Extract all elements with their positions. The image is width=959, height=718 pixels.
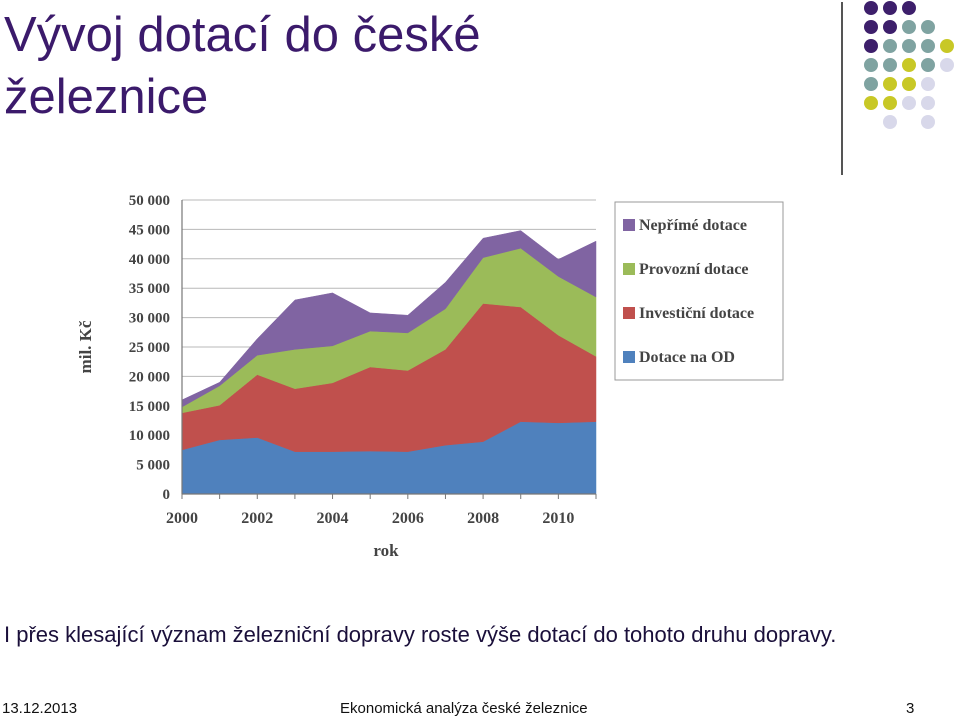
series-area [181, 230, 597, 408]
y-tick-label: 45 000 [129, 222, 170, 238]
legend-swatch [623, 351, 635, 363]
decorative-dot [902, 20, 916, 34]
y-axis-title: mil. Kč [76, 320, 95, 373]
footer-page-number: 3 [906, 700, 915, 717]
decorative-dot [902, 58, 916, 72]
legend-label: Dotace na OD [639, 349, 735, 366]
decorative-dot [921, 58, 935, 72]
decorative-dot [883, 115, 897, 129]
x-tick-label: 2008 [467, 510, 499, 527]
legend-label: Nepřímé dotace [639, 217, 747, 234]
y-tick-label: 5 000 [136, 458, 170, 474]
decorative-dot [883, 20, 897, 34]
y-tick-label: 25 000 [129, 340, 170, 356]
y-tick-label: 35 000 [129, 281, 170, 297]
y-tick-label: 0 [163, 487, 171, 503]
decorative-dot [921, 115, 935, 129]
legend-label: Provozní dotace [639, 261, 748, 278]
decorative-dot [902, 1, 916, 15]
y-tick-label: 15 000 [129, 399, 170, 415]
decorative-dot [864, 77, 878, 91]
x-axis-title: rok [373, 541, 399, 560]
decorative-dot-grid [864, 1, 954, 129]
title-divider-line [841, 2, 843, 175]
footer-title: Ekonomická analýza české železnice [340, 700, 588, 717]
decorative-dot [902, 96, 916, 110]
decorative-dot [883, 77, 897, 91]
decorative-dot [902, 39, 916, 53]
y-tick-label: 10 000 [129, 428, 170, 444]
y-tick-label: 50 000 [129, 193, 170, 209]
decorative-dot [883, 96, 897, 110]
decorative-dot [864, 39, 878, 53]
subsidy-area-chart: 0 5 000 10 000 15 000 20 000 25 000 30 000 35 0… [76, 193, 784, 560]
slide-caption: I přes klesající význam železniční dopra… [4, 622, 837, 647]
decorative-dot [921, 20, 935, 34]
x-tick-label: 2010 [542, 510, 574, 527]
x-tick-label: 2000 [166, 510, 198, 527]
slide-title: Vývoj dotací do české železnice [4, 8, 481, 124]
decorative-dot [864, 1, 878, 15]
decorative-dot [940, 39, 954, 53]
decorative-dot [864, 20, 878, 34]
legend-swatch [623, 307, 635, 319]
decorative-dot [921, 96, 935, 110]
legend-swatch [623, 219, 635, 231]
legend-box [614, 201, 784, 381]
decorative-dot [921, 39, 935, 53]
decorative-dot [864, 58, 878, 72]
decorative-dot [883, 1, 897, 15]
y-tick-label: 30 000 [129, 311, 170, 327]
y-tick-label: 20 000 [129, 369, 170, 385]
decorative-dot [883, 39, 897, 53]
legend-label: Investiční dotace [639, 305, 754, 322]
legend-swatch [623, 263, 635, 275]
decorative-dot [864, 96, 878, 110]
decorative-dot [921, 77, 935, 91]
decorative-dot [902, 77, 916, 91]
x-tick-label: 2004 [317, 510, 349, 527]
y-tick-label: 40 000 [129, 252, 170, 268]
x-tick-label: 2002 [241, 510, 273, 527]
footer-date: 13.12.2013 [2, 700, 78, 717]
x-tick-label: 2006 [392, 510, 424, 527]
decorative-dot [883, 58, 897, 72]
decorative-dot [940, 58, 954, 72]
